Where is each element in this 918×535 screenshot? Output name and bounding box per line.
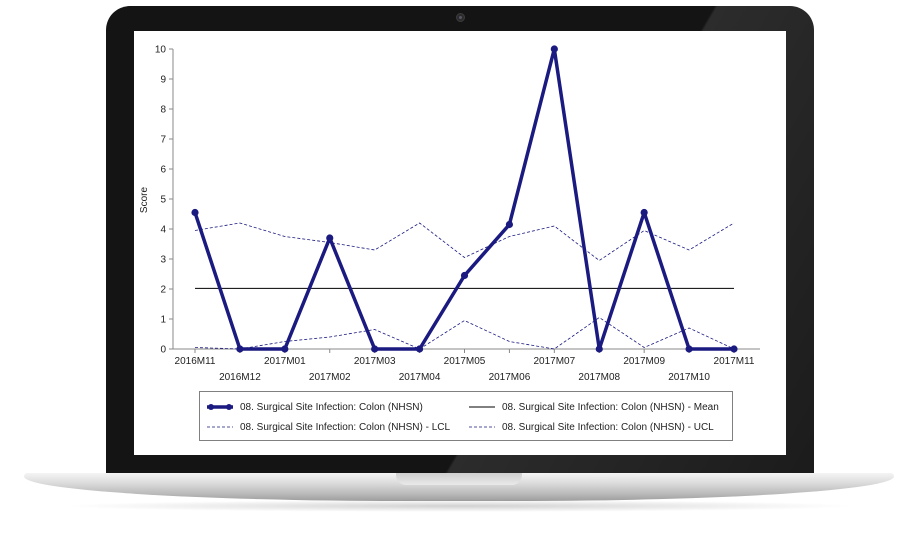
laptop-lid: 0 1 2 3 4 5 6 7 8 9 10 2016M11 2016M12 2017M01 2017M0… [106,6,814,480]
legend-label-ucl: 08. Surgical Site Infection: Colon (NHSN… [502,421,714,433]
data-point [685,345,693,353]
x-tick-label: 2017M01 [264,356,306,367]
legend-label-mean: 08. Surgical Site Infection: Colon (NHSN… [502,401,719,413]
chart-legend: 08. Surgical Site Infection: Colon (NHSN… [199,391,733,441]
y-tick-label: 10 [155,45,167,56]
x-tick-label: 2016M11 [175,356,216,367]
chart-axes [172,49,760,350]
y-tick-label: 6 [160,165,166,176]
series-line-infection-score [193,47,734,351]
y-tick-label: 4 [160,225,166,236]
laptop-notch [396,473,522,485]
laptop-shadow [60,500,860,512]
y-tick-label: 9 [160,75,166,86]
data-point [640,208,648,217]
y-tick-label: 2 [160,285,166,296]
y-tick-label: 1 [160,315,166,326]
legend-item-series: 08. Surgical Site Infection: Colon (NHSN… [206,399,423,415]
data-point [281,345,289,353]
y-axis-ticks: 0 1 2 3 4 5 6 7 8 9 10 [155,45,173,356]
data-point [371,345,379,353]
y-tick-label: 3 [160,255,166,266]
data-point [730,345,738,353]
legend-swatch-bold-line [207,404,233,410]
x-tick-label: 2016M12 [219,372,261,383]
x-tick-label: 2017M08 [578,372,620,383]
x-tick-label: 2017M06 [489,372,531,383]
series-line-ucl [194,222,735,261]
y-tick-label: 0 [160,345,166,356]
legend-swatch-solid-line [469,406,495,408]
data-point [595,345,603,353]
data-point [236,345,244,353]
x-tick-label: 2017M04 [399,372,441,383]
y-tick-label: 5 [160,195,166,206]
x-tick-label: 2017M07 [533,356,575,367]
laptop-base [24,473,894,501]
x-tick-label: 2017M10 [668,372,710,383]
x-tick-label: 2017M02 [309,372,351,383]
data-point [415,345,424,353]
x-axis-ticks: 2016M112016M122017M012017M022017M032017M… [175,349,755,383]
laptop-screen: 0 1 2 3 4 5 6 7 8 9 10 2016M11 2016M12 2017M01 2017M0… [134,31,786,455]
x-tick-label: 2017M11 [714,356,755,367]
series-line-lcl [194,317,735,350]
data-point [550,45,558,53]
data-point [460,271,469,280]
legend-label-series: 08. Surgical Site Infection: Colon (NHSN… [240,401,423,413]
x-tick-label: 2017M05 [444,356,486,367]
y-tick-label: 8 [160,105,166,116]
chart-series [191,45,738,353]
legend-item-mean: 08. Surgical Site Infection: Colon (NHSN… [468,399,719,415]
legend-swatch-dashed-line [469,426,495,428]
legend-item-lcl: 08. Surgical Site Infection: Colon (NHSN… [206,419,450,435]
legend-item-ucl: 08. Surgical Site Infection: Colon (NHSN… [468,419,714,435]
legend-label-lcl: 08. Surgical Site Infection: Colon (NHSN… [240,421,451,433]
y-tick-label: 7 [160,135,166,146]
legend-swatch-dashed-line [207,426,233,428]
y-axis-label: Score [139,187,150,214]
data-point [505,220,514,229]
data-point [191,208,199,217]
x-tick-label: 2017M03 [354,356,396,367]
camera-icon [456,13,465,22]
data-point [326,234,334,242]
x-tick-label: 2017M09 [623,356,665,367]
